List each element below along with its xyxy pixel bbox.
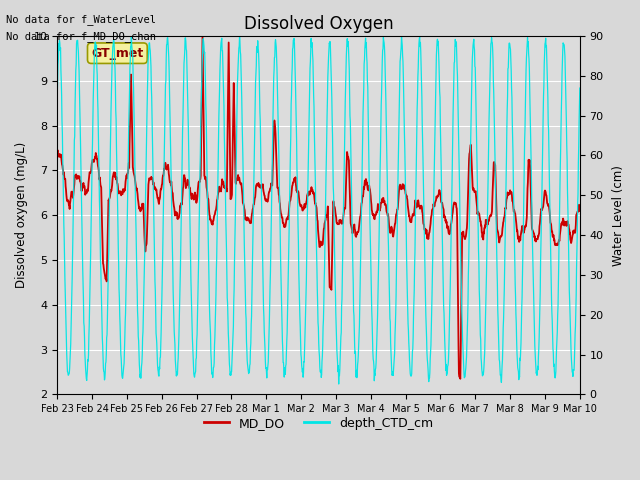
Title: Dissolved Oxygen: Dissolved Oxygen [244, 15, 394, 33]
Text: No data for f_WaterLevel: No data for f_WaterLevel [6, 14, 156, 25]
Text: No data for f_MD_DO_chan: No data for f_MD_DO_chan [6, 31, 156, 42]
Text: GT_met: GT_met [92, 47, 143, 60]
Y-axis label: Dissolved oxygen (mg/L): Dissolved oxygen (mg/L) [15, 142, 28, 288]
Y-axis label: Water Level (cm): Water Level (cm) [612, 165, 625, 265]
Legend: MD_DO, depth_CTD_cm: MD_DO, depth_CTD_cm [199, 412, 438, 435]
